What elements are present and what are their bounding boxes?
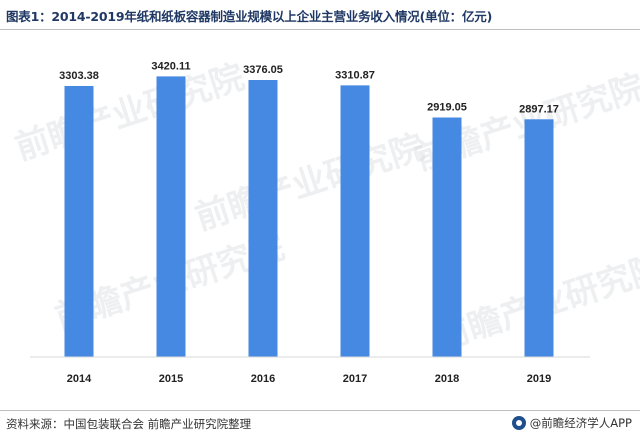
source-note: 资料来源：中国包装联合会 前瞻产业研究院整理 bbox=[6, 417, 252, 431]
value-label-2017: 3310.87 bbox=[335, 69, 375, 81]
title-divider bbox=[0, 29, 640, 30]
value-labels-group: 3303.38 3420.11 3376.05 3310.87 2919.05 2897.… bbox=[59, 60, 559, 115]
x-tick-2014: 2014 bbox=[67, 373, 92, 385]
brand-credit: @前瞻经济学人APP bbox=[511, 415, 632, 431]
bar-2019 bbox=[524, 119, 554, 357]
x-tick-2019: 2019 bbox=[527, 373, 551, 385]
x-tick-labels-group: 2014 2015 2016 2017 2018 2019 bbox=[67, 373, 551, 385]
bar-chart: 前瞻产业研究院前瞻产业研究院前瞻产业研究院前瞻产业研究院前瞻产业研究院 3303… bbox=[10, 57, 640, 385]
value-label-2015: 3420.11 bbox=[151, 60, 190, 72]
footer-divider bbox=[0, 410, 640, 411]
x-tick-2015: 2015 bbox=[159, 373, 183, 385]
brand-logo-icon bbox=[511, 416, 526, 430]
chart-title: 图表1：2014-2019年纸和纸板容器制造业规模以上企业主营业务收入情况(单位… bbox=[6, 9, 493, 24]
x-tick-2016: 2016 bbox=[251, 373, 275, 385]
watermark-text: 前瞻产业研究院 bbox=[10, 57, 249, 169]
bar-2018 bbox=[432, 117, 462, 357]
value-label-2016: 3376.05 bbox=[243, 64, 283, 76]
bar-2017 bbox=[340, 85, 370, 358]
brand-text: @前瞻经济学人APP bbox=[529, 416, 632, 430]
bar-2016 bbox=[248, 80, 278, 357]
value-label-2018: 2919.05 bbox=[427, 102, 467, 114]
x-tick-2018: 2018 bbox=[435, 373, 459, 385]
value-label-2019: 2897.17 bbox=[519, 103, 559, 115]
bars-group bbox=[64, 76, 554, 358]
x-tick-2017: 2017 bbox=[343, 373, 367, 385]
value-label-2014: 3303.38 bbox=[59, 70, 99, 82]
bar-2015 bbox=[156, 76, 186, 357]
watermark-text: 前瞻产业研究院 bbox=[190, 127, 429, 239]
bar-2014 bbox=[64, 85, 94, 357]
